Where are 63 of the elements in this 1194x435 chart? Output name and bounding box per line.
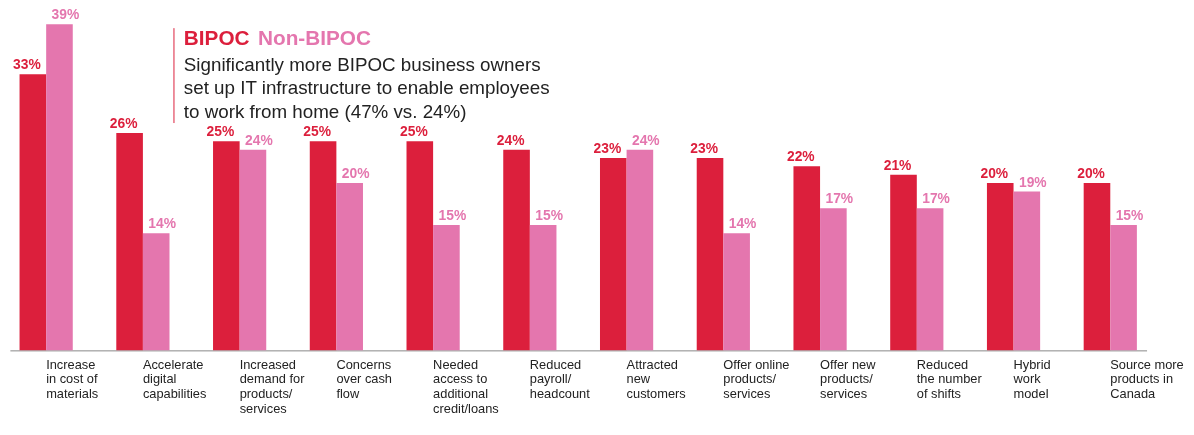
x-tick-label: Increase in cost of materials (46, 356, 99, 402)
data-label: 24% (631, 131, 660, 148)
bar (213, 141, 240, 351)
data-label: 14% (728, 215, 757, 232)
data-label: 17% (922, 190, 950, 207)
data-label: 25% (303, 123, 331, 140)
bar (1110, 224, 1137, 351)
data-label: 20% (341, 165, 370, 182)
x-tick-label: Concerns over cash flow (336, 356, 392, 402)
bar (336, 183, 363, 351)
bar (19, 74, 47, 351)
data-label: 20% (980, 165, 1009, 182)
bar (116, 132, 143, 351)
x-tick-label: Accelerate digital capabilities (142, 356, 207, 402)
data-label: 39% (51, 6, 80, 23)
bar (626, 149, 654, 351)
bar (239, 149, 267, 351)
bar (529, 224, 557, 351)
annotation: Significantly more BIPOC business owners set up IT infrastructure to enable employees to work from home (47% vs. 24%) (183, 53, 550, 123)
data-label: 19% (1018, 173, 1047, 190)
bar (406, 141, 434, 351)
x-tick-label: Source more products in Canada (1110, 356, 1184, 402)
data-label: 22% (786, 148, 815, 165)
data-label: 25% (400, 123, 428, 140)
data-label: 14% (148, 215, 176, 232)
x-tick-label: Hybrid work model (1012, 356, 1051, 402)
bar (696, 158, 724, 351)
x-tick-label: Offer new products/ services (820, 356, 877, 402)
bar (503, 149, 530, 351)
bar (309, 141, 337, 351)
data-label: 26% (109, 114, 138, 131)
bar (986, 183, 1014, 351)
bar (723, 233, 750, 351)
data-label: 17% (825, 190, 854, 207)
x-tick-label: Reduced payroll/ headcount (529, 356, 591, 402)
bar (1013, 191, 1041, 351)
data-label: 15% (438, 206, 467, 223)
text: Non-BIPOC (257, 25, 371, 49)
data-label: 24% (245, 131, 273, 148)
data-label: 15% (535, 206, 563, 223)
data-label: 20% (1077, 165, 1105, 182)
bar (1083, 183, 1111, 351)
data-label: 23% (690, 140, 718, 157)
text: BIPOC (183, 25, 250, 49)
bar (916, 208, 944, 351)
x-tick-label: Needed access to additional credit/loans (433, 356, 499, 417)
data-label: 21% (883, 156, 912, 173)
data-label: 15% (1115, 206, 1144, 223)
bar (820, 208, 847, 351)
bar (890, 174, 917, 351)
x-tick-label: Attracted new customers (626, 356, 686, 402)
data-label: 24% (496, 131, 525, 148)
x-tick-label: Reduced the number of shifts (916, 356, 983, 402)
bar (599, 158, 627, 351)
bar (142, 233, 170, 351)
x-tick-label: Increased demand for products/ services (239, 356, 306, 417)
bar (46, 24, 73, 351)
data-label: 33% (13, 56, 41, 73)
x-tick-label: Offer online products/ services (723, 356, 790, 402)
bar (793, 166, 821, 351)
bar (433, 224, 460, 351)
data-label: 23% (593, 140, 622, 157)
data-label: 25% (206, 123, 235, 140)
